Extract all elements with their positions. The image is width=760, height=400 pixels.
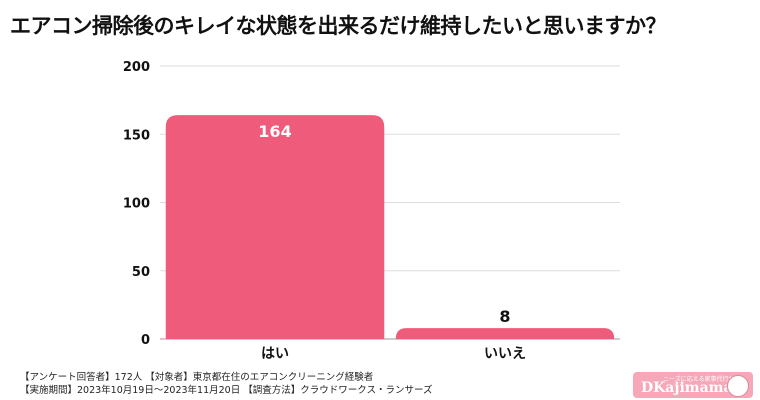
data-label: 164 xyxy=(258,122,291,141)
brand-logo: ニーズに応える家事代行サイト DKajimama xyxy=(633,372,753,398)
footnote-respondents: 【アンケート回答者】172人 【対象者】東京都在住のエアコンクリーニング経験者 xyxy=(20,372,374,383)
logo-subtext: ニーズに応える家事代行サイト xyxy=(663,376,747,383)
x-tick-label: いいえ xyxy=(484,346,526,362)
y-tick-label: 100 xyxy=(123,197,150,212)
bar xyxy=(165,115,385,339)
footnotes: 【アンケート回答者】172人 【対象者】東京都在住のエアコンクリーニング経験者 … xyxy=(20,371,432,397)
x-tick-label: はい xyxy=(261,346,289,362)
chart-title: エアコン掃除後のキレイな状態を出来るだけ維持したいと思いますか？ xyxy=(10,14,667,38)
y-tick-label: 200 xyxy=(123,60,150,75)
y-tick-label: 50 xyxy=(132,265,150,280)
footnote-period: 【実施期間】2023年10月19日〜2023年11月20日 【調査方法】クラウド… xyxy=(20,385,433,396)
bar xyxy=(395,328,615,339)
data-label: 8 xyxy=(499,307,510,326)
labels: 0 50 100 150 200 164 はい 8 いいえ xyxy=(123,60,526,362)
bars xyxy=(165,115,615,339)
y-tick-label: 0 xyxy=(141,333,150,348)
logo-text: DKajimama xyxy=(641,380,733,396)
y-tick-label: 150 xyxy=(123,128,150,143)
sheep-mascot-icon xyxy=(727,375,749,397)
